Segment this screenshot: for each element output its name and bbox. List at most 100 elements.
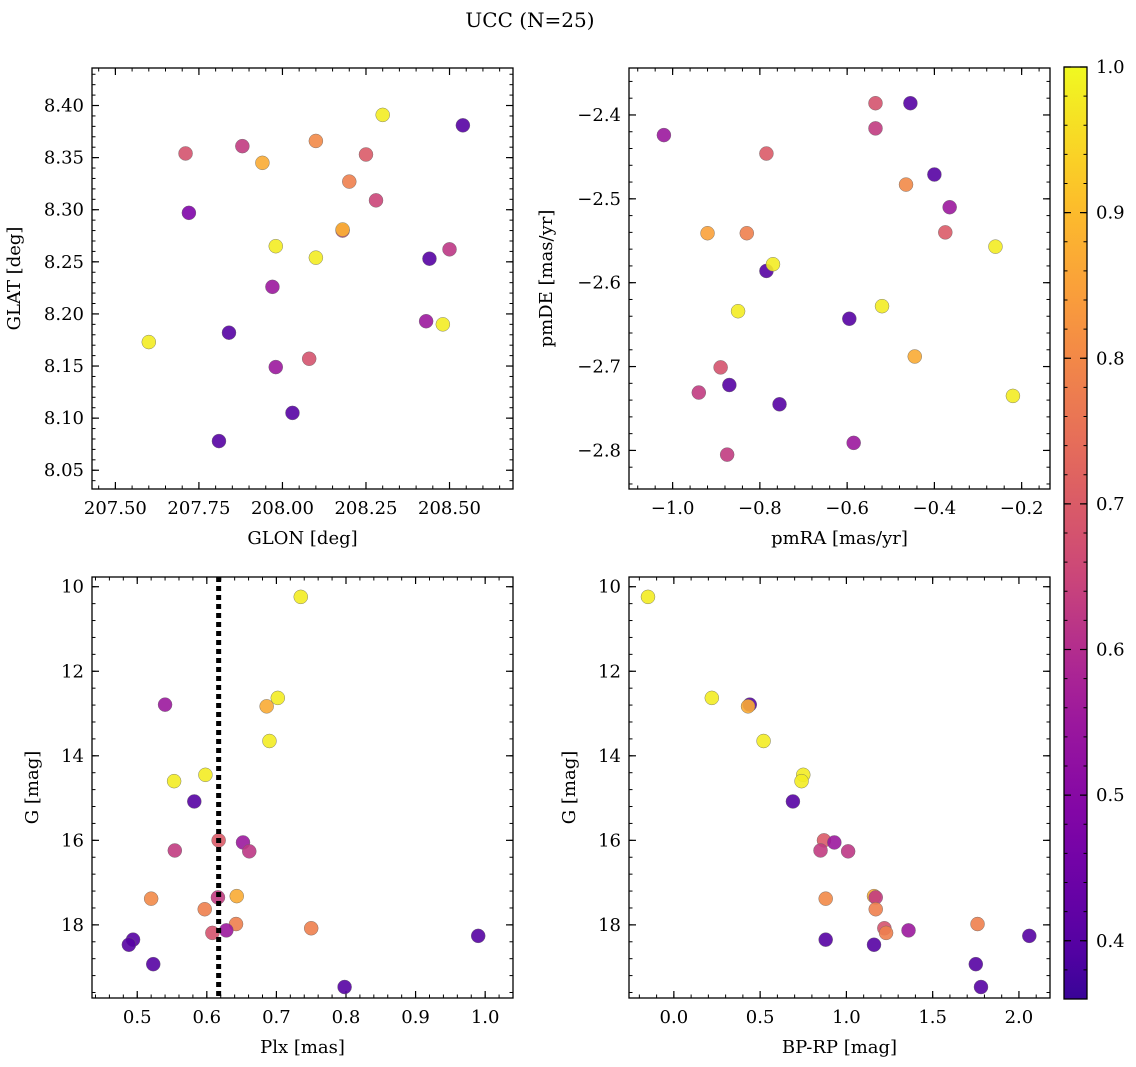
scatter-point	[942, 200, 957, 215]
scatter-point	[242, 844, 257, 859]
y-tick-label: −2.5	[577, 189, 621, 210]
scatter-point	[756, 733, 771, 749]
x-tick-label: −0.2	[1000, 498, 1044, 519]
scatter-point	[442, 242, 457, 257]
scatter-point	[143, 891, 159, 906]
y-tick-label: −2.8	[577, 440, 621, 461]
y-tick-label: 8.30	[44, 200, 84, 221]
x-tick-label: −0.4	[913, 498, 957, 519]
plot-frame	[91, 576, 514, 999]
scatter-point	[293, 589, 308, 605]
scatter-point	[938, 225, 953, 240]
x-tick-label: 0.5	[746, 1007, 775, 1028]
y-tick-label: 8.10	[44, 408, 84, 429]
scatter-points	[141, 107, 471, 449]
y-axis-label: G [mag]	[22, 751, 43, 824]
plot-frame	[628, 67, 1051, 490]
scatter-point	[178, 146, 193, 161]
scatter-point	[337, 979, 352, 995]
y-tick-label: −2.4	[577, 105, 621, 126]
y-tick-label: 14	[61, 746, 84, 767]
scatter-point	[259, 699, 274, 714]
scatter-point	[640, 589, 656, 605]
y-tick-label: 8.40	[44, 96, 84, 117]
y-tick-label: 16	[598, 830, 621, 851]
scatter-point	[785, 794, 801, 809]
colorbar-tick-label: 1.0	[1096, 57, 1125, 78]
y-axis-label: G [mag]	[559, 751, 580, 824]
scatter-point	[235, 138, 250, 154]
scatter-point	[141, 334, 157, 350]
scatter-point	[1005, 388, 1021, 404]
scatter-point	[907, 349, 922, 364]
x-tick-label: −0.6	[825, 498, 869, 519]
colorbar-tick-label: 0.7	[1096, 494, 1125, 515]
scatter-point	[1022, 928, 1037, 944]
colorbar-tick-label: 0.8	[1096, 348, 1125, 369]
y-tick-label: 10	[61, 577, 84, 598]
scatter-point	[927, 167, 942, 182]
x-tick-label: 0.9	[401, 1007, 430, 1028]
scatter-point	[700, 226, 715, 241]
scatter-point	[970, 916, 985, 932]
x-tick-label: 0.6	[192, 1007, 221, 1028]
scatter-point	[794, 773, 809, 789]
scatter-panel-4: 0.0 0.5 1.0 1.5 2.0 10 12 14 16 18 BP-RP [mag] G [m…	[559, 576, 1051, 1058]
scatter-point	[868, 121, 883, 136]
y-tick-label: 8.05	[44, 460, 84, 481]
scatter-point	[435, 317, 451, 332]
y-tick-label: 12	[61, 661, 84, 682]
y-tick-label: −2.6	[577, 273, 621, 294]
scatter-point	[198, 767, 213, 783]
scatter-point	[181, 205, 197, 221]
scatter-points	[640, 589, 1037, 995]
plot-frame	[91, 67, 514, 490]
x-tick-label: 1.0	[832, 1007, 861, 1028]
x-tick-label: 0.0	[660, 1007, 689, 1028]
plot-frame	[628, 576, 1051, 999]
y-tick-label: 12	[598, 661, 621, 682]
x-tick-label: 2.0	[1005, 1007, 1034, 1028]
scatter-point	[157, 697, 173, 712]
x-tick-label: −0.8	[738, 498, 782, 519]
scatter-point	[303, 921, 319, 936]
scatter-point	[342, 174, 357, 189]
scatter-point	[221, 325, 237, 340]
x-tick-label: 207.50	[84, 498, 147, 519]
scatter-point	[903, 96, 918, 111]
scatter-point	[301, 351, 317, 366]
colorbar-tick-label: 0.6	[1096, 640, 1125, 661]
y-axis-label: GLAT [deg]	[4, 227, 25, 331]
x-tick-label: 0.5	[123, 1007, 152, 1028]
colorbar-fill	[1064, 67, 1087, 999]
scatter-point	[691, 385, 707, 400]
scatter-panel-3: 0.5 0.6 0.7 0.8 0.9 1.0 10 12 14 16 18 Plx [mas] G […	[22, 576, 514, 1058]
scatter-point	[772, 397, 787, 412]
x-tick-label: 1.0	[471, 1007, 500, 1028]
scatter-point	[656, 127, 672, 143]
x-axis-label: Plx [mas]	[260, 1037, 345, 1058]
scatter-point	[898, 177, 914, 192]
scatter-point	[730, 304, 746, 319]
scatter-point	[973, 979, 989, 995]
scatter-point	[121, 937, 137, 952]
scatter-point	[187, 794, 202, 809]
scatter-point	[167, 843, 183, 858]
scatter-point	[722, 377, 737, 393]
scatter-point	[901, 923, 916, 938]
y-tick-label: 18	[61, 915, 84, 936]
colorbar-tick-label: 0.9	[1096, 203, 1125, 224]
y-tick-label: 16	[61, 830, 84, 851]
y-tick-label: 18	[598, 915, 621, 936]
scatter-point	[335, 222, 350, 237]
scatter-point	[368, 193, 384, 208]
scatter-point	[818, 932, 833, 947]
colorbar: 0.4 0.5 0.6 0.7 0.8 0.9 1.0	[1063, 57, 1125, 1000]
scatter-point	[197, 902, 212, 917]
scatter-point	[422, 251, 437, 266]
scatter-point	[827, 835, 842, 850]
scatter-point	[268, 359, 283, 375]
scatter-point	[713, 360, 728, 375]
scatter-point	[842, 311, 857, 326]
